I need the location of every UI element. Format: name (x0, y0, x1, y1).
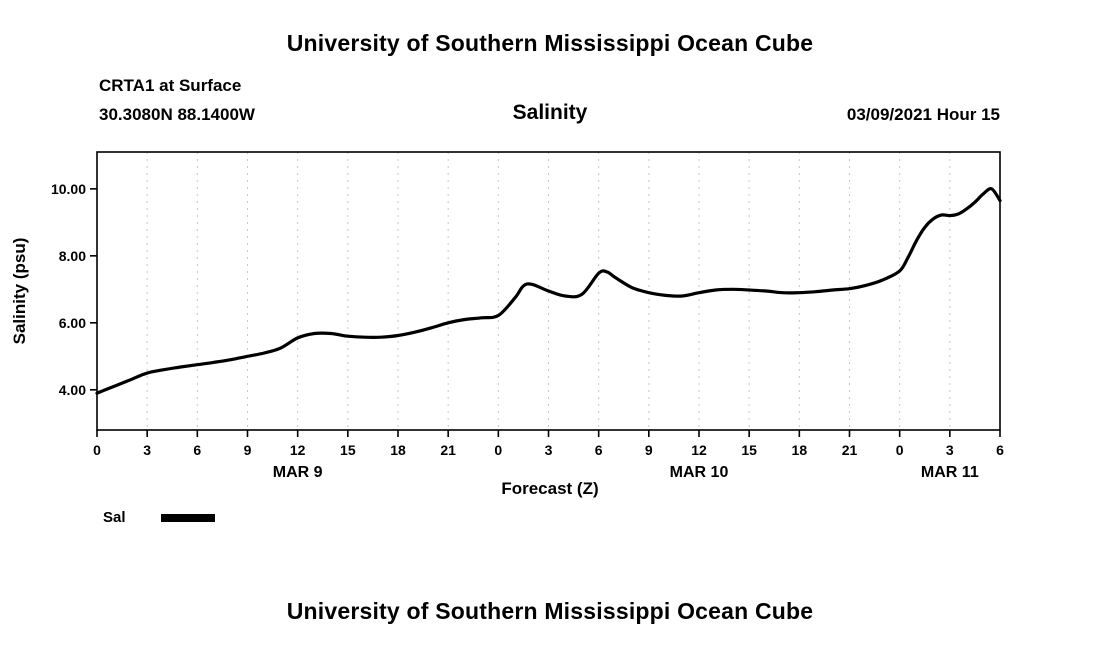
x-tick-label: 0 (494, 442, 502, 458)
x-tick-label: 9 (645, 442, 653, 458)
x-tick-label: 18 (792, 442, 808, 458)
legend-label: Sal (103, 509, 126, 526)
x-tick-label: 21 (440, 442, 456, 458)
y-tick-label: 10.00 (51, 181, 86, 197)
salinity-line (95, 187, 1002, 395)
y-tick-label: 4.00 (59, 382, 86, 398)
date-label: MAR 10 (670, 464, 729, 481)
y-tick-label: 6.00 (59, 315, 86, 331)
x-tick-label: 18 (390, 442, 406, 458)
x-tick-label: 6 (996, 442, 1004, 458)
x-tick-label: 6 (595, 442, 603, 458)
x-tick-label: 0 (93, 442, 101, 458)
y-axis-label: Salinity (psu) (10, 238, 29, 345)
x-tick-label: 6 (193, 442, 201, 458)
x-tick-label: 15 (741, 442, 757, 458)
x-tick-label: 12 (290, 442, 306, 458)
date-label: MAR 9 (273, 464, 323, 481)
model-run-time: 03/09/2021 Hour 15 (846, 105, 1000, 124)
chart-title: Salinity (512, 101, 588, 124)
station-coordinates: 30.3080N 88.1400W (99, 105, 255, 124)
x-tick-label: 3 (946, 442, 954, 458)
x-tick-label: 15 (340, 442, 356, 458)
station-label: CRTA1 at Surface (99, 76, 242, 95)
x-tick-label: 3 (143, 442, 151, 458)
x-axis-label: Forecast (Z) (501, 479, 599, 498)
legend-line-swatch (161, 514, 215, 522)
x-tick-label: 0 (896, 442, 904, 458)
date-label: MAR 11 (921, 464, 979, 481)
x-tick-label: 21 (842, 442, 858, 458)
y-tick-label: 8.00 (59, 248, 86, 264)
page-title-top: University of Southern Mississippi Ocean… (286, 30, 814, 56)
page-title-bottom: University of Southern Mississippi Ocean… (286, 598, 814, 624)
x-tick-label: 3 (545, 442, 553, 458)
x-tick-label: 12 (691, 442, 707, 458)
x-tick-label: 9 (244, 442, 252, 458)
